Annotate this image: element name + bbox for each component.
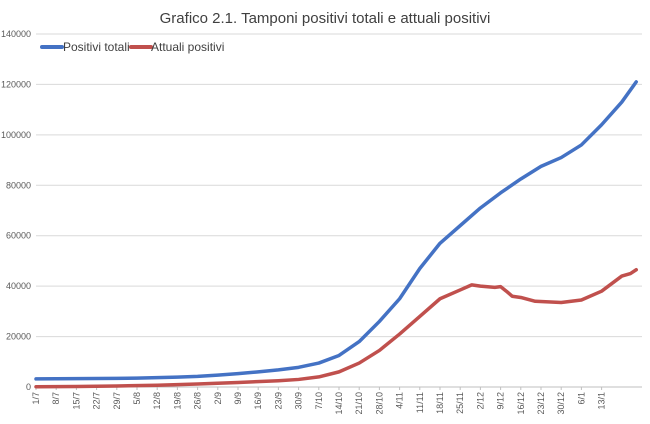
y-tick-label: 120000 [1, 79, 31, 89]
y-tick-label: 60000 [6, 231, 31, 241]
y-tick-label: 40000 [6, 281, 31, 291]
legend-label-positivi-totali: Positivi totali [63, 40, 130, 54]
series-lines [34, 80, 638, 389]
legend: Positivi totali Attuali positivi [40, 40, 224, 54]
series-line-positivi-totali [34, 80, 638, 381]
y-tick-label: 20000 [6, 332, 31, 342]
x-tick-label: 25/11 [455, 392, 465, 414]
x-tick-label: 18/11 [435, 392, 445, 414]
x-tick-label: 7/10 [314, 392, 324, 410]
y-tick-label: 140000 [1, 29, 31, 39]
x-tick-label: 15/7 [71, 392, 81, 410]
legend-label-attuali-positivi: Attuali positivi [151, 40, 224, 54]
x-tick-label: 28/10 [374, 392, 384, 415]
x-tick-label: 8/7 [51, 392, 61, 405]
x-tick-label: 26/8 [193, 392, 203, 410]
axes: 0 20000 40000 60000 80000 100000 120000 140000 1… [1, 29, 642, 415]
x-tick-label: 4/11 [395, 392, 405, 409]
x-tick-label: 29/7 [112, 392, 122, 410]
x-tick-label: 23/9 [273, 392, 283, 410]
x-tick-label: 5/8 [132, 392, 142, 405]
x-tick-label: 1/7 [31, 392, 41, 405]
y-tick-label: 80000 [6, 180, 31, 190]
x-tick-label: 30/12 [556, 392, 566, 415]
x-tick-label: 11/11 [415, 392, 425, 413]
x-tick-label: 13/1 [597, 392, 607, 410]
x-tick-label: 6/1 [576, 392, 586, 405]
x-tick-label: 30/9 [294, 392, 304, 410]
y-tick-label: 0 [26, 382, 31, 392]
x-tick-label: 12/8 [152, 392, 162, 410]
x-tick-label: 16/12 [516, 392, 526, 415]
x-tick-label: 9/9 [233, 392, 243, 405]
x-tick-label: 21/10 [354, 392, 364, 415]
y-tick-label: 100000 [1, 130, 31, 140]
x-tick-label: 19/8 [172, 392, 182, 410]
x-tick-label: 22/7 [92, 392, 102, 410]
chart-title: Grafico 2.1. Tamponi positivi totali e a… [160, 10, 491, 27]
x-tick-label: 23/12 [536, 392, 546, 415]
gridlines [36, 33, 642, 338]
series-line-attuali-positivi [34, 268, 638, 389]
x-tick-label: 16/9 [253, 392, 263, 410]
x-tick-label: 2/12 [475, 392, 485, 410]
x-tick-label: 9/12 [496, 392, 506, 410]
x-tick-label: 2/9 [213, 392, 223, 405]
x-tick-label: 14/10 [334, 392, 344, 415]
